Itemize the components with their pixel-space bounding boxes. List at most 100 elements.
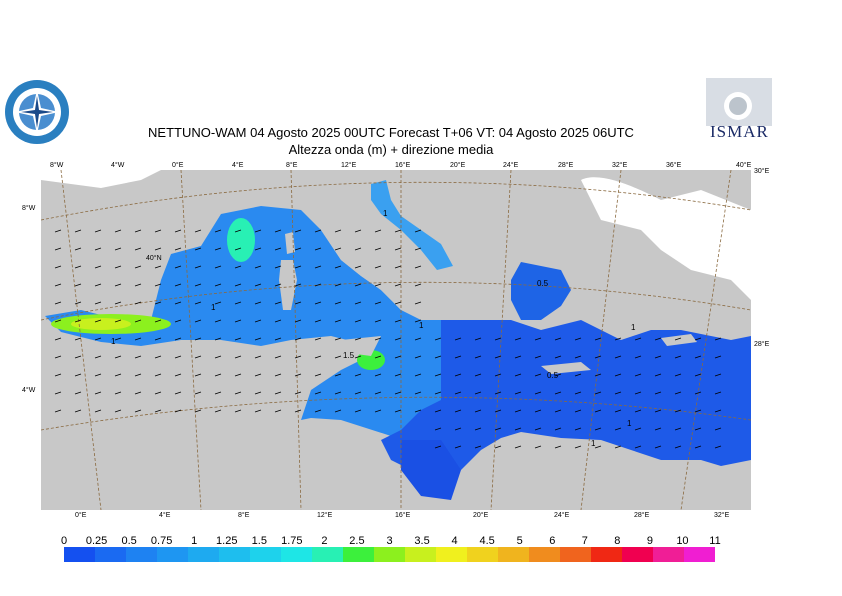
direction-arrow: [414, 319, 422, 323]
direction-arrow: [694, 391, 702, 395]
colorbar-swatch: [560, 547, 591, 562]
lat-label: 4°W: [22, 387, 36, 394]
colorbar-label: 6: [549, 535, 556, 547]
direction-arrow: [254, 355, 262, 359]
direction-arrow: [494, 427, 502, 431]
direction-arrow: [334, 247, 342, 251]
direction-arrow: [134, 229, 142, 233]
direction-arrow: [454, 355, 462, 359]
direction-arrow: [534, 373, 542, 377]
direction-arrow: [454, 391, 462, 395]
direction-arrow: [654, 373, 662, 377]
direction-arrow: [134, 391, 142, 395]
direction-arrow: [394, 355, 402, 359]
direction-arrow: [134, 355, 142, 359]
colorbar-swatch: [467, 547, 498, 562]
direction-arrow: [114, 319, 122, 323]
direction-arrow: [274, 391, 282, 395]
direction-arrow: [74, 409, 82, 413]
direction-arrow: [74, 247, 82, 251]
direction-arrow: [594, 427, 602, 431]
direction-arrow: [214, 337, 222, 341]
direction-arrow: [254, 319, 262, 323]
direction-arrow: [134, 337, 142, 341]
colorbar-label: 0.75: [150, 535, 173, 547]
direction-arrow: [54, 337, 62, 341]
direction-arrow: [374, 355, 382, 359]
direction-arrow: [174, 283, 182, 287]
direction-arrow: [314, 355, 322, 359]
direction-arrow: [54, 391, 62, 395]
direction-arrow: [334, 355, 342, 359]
direction-arrow: [554, 355, 562, 359]
colorbar-swatch: [64, 547, 95, 562]
direction-arrow: [474, 373, 482, 377]
direction-arrow: [654, 445, 662, 449]
colorbar-label: 1.25: [216, 535, 238, 547]
colorbar-label: 1.5: [251, 535, 267, 547]
direction-arrow: [314, 283, 322, 287]
direction-arrow: [714, 445, 722, 449]
direction-arrow: [214, 373, 222, 377]
direction-arrow: [394, 337, 402, 341]
direction-arrow: [74, 319, 82, 323]
colorbar-swatch: [405, 547, 436, 562]
colorbar-swatch: [529, 547, 560, 562]
longitude-label: 28°E: [634, 512, 650, 519]
contour-label: 1: [111, 337, 116, 346]
longitude-label: 32°E: [714, 512, 730, 519]
direction-arrow: [514, 373, 522, 377]
direction-arrow: [214, 319, 222, 323]
direction-arrow: [374, 229, 382, 233]
direction-arrow: [54, 373, 62, 377]
direction-arrow: [294, 409, 302, 413]
island-sardinia: [279, 260, 297, 310]
direction-arrow: [254, 337, 262, 341]
direction-arrow: [434, 445, 442, 449]
direction-arrow: [314, 373, 322, 377]
direction-arrow: [154, 265, 162, 269]
contour-label: 0.5: [547, 371, 559, 380]
direction-arrow: [54, 355, 62, 359]
direction-arrow: [514, 445, 522, 449]
direction-arrow: [534, 445, 542, 449]
direction-arrow: [194, 373, 202, 377]
direction-arrow: [314, 301, 322, 305]
direction-arrow: [134, 247, 142, 251]
direction-arrow: [474, 445, 482, 449]
direction-arrow: [294, 265, 302, 269]
longitude-label: 24°E: [503, 162, 519, 169]
direction-arrow: [394, 319, 402, 323]
direction-arrow: [694, 409, 702, 413]
direction-arrow: [514, 409, 522, 413]
direction-arrow: [234, 319, 242, 323]
direction-arrow: [474, 427, 482, 431]
longitude-label: 12°E: [341, 162, 357, 169]
direction-arrow: [594, 409, 602, 413]
direction-arrow: [194, 265, 202, 269]
contour-label: 1: [383, 209, 388, 218]
direction-arrow: [414, 247, 422, 251]
sea-western-mediterranean: [45, 206, 441, 440]
direction-arrow: [514, 427, 522, 431]
direction-arrow: [54, 229, 62, 233]
direction-arrow: [74, 373, 82, 377]
direction-arrow: [234, 265, 242, 269]
direction-arrow: [714, 355, 722, 359]
island-sicily: [341, 336, 381, 356]
direction-arrow: [474, 355, 482, 359]
longitude-label: 8°E: [238, 512, 250, 519]
direction-arrow: [414, 301, 422, 305]
direction-arrow: [714, 427, 722, 431]
direction-arrow: [194, 355, 202, 359]
colorbar-label: 2: [321, 535, 328, 547]
contour-label: 1: [211, 303, 216, 312]
direction-arrow: [354, 229, 362, 233]
direction-arrow: [74, 229, 82, 233]
lat-label: 8°W: [22, 205, 36, 212]
direction-arrow: [454, 373, 462, 377]
direction-arrow: [394, 409, 402, 413]
direction-arrow: [294, 301, 302, 305]
colorbar-label: 11: [709, 535, 721, 547]
wave-direction-arrows: [54, 229, 722, 449]
